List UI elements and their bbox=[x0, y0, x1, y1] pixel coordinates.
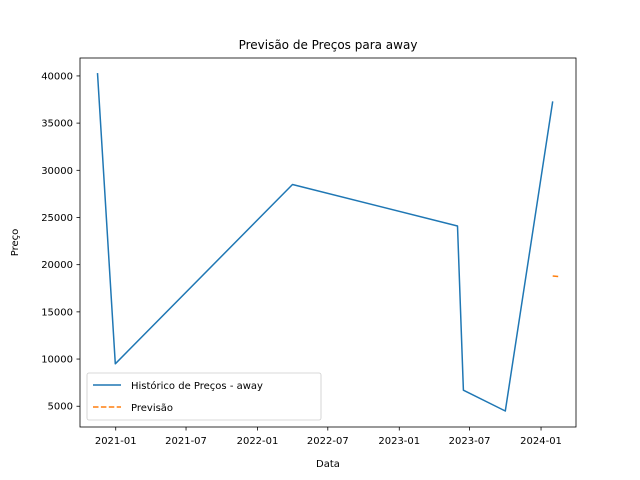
legend-label-previsao: Previsão bbox=[131, 403, 173, 414]
plot-lines bbox=[96, 73, 559, 412]
x-tick-label: 2022-07 bbox=[307, 436, 349, 447]
y-tick-label: 30000 bbox=[41, 166, 73, 177]
y-tick-label: 40000 bbox=[41, 71, 73, 82]
y-tick-label: 20000 bbox=[41, 260, 73, 271]
y-tick-label: 25000 bbox=[41, 213, 73, 224]
legend-box bbox=[86, 372, 322, 421]
y-tick-label: 5000 bbox=[48, 402, 73, 413]
x-tick-label: 2023-07 bbox=[449, 436, 491, 447]
series-line-0 bbox=[96, 73, 554, 412]
x-axis-title: Data bbox=[316, 459, 340, 470]
x-axis: 2021-01 2021-07 2022-01 2022-07 2023-01 2023-… bbox=[95, 427, 562, 447]
legend: Histórico de Preços - away Previsão bbox=[86, 372, 322, 421]
y-axis-title: Preço bbox=[10, 229, 21, 257]
y-tick-label: 15000 bbox=[41, 307, 73, 318]
y-tick-label: 35000 bbox=[41, 119, 73, 130]
x-tick-label: 2021-07 bbox=[165, 436, 207, 447]
plot-area bbox=[80, 58, 576, 427]
chart-title: Previsão de Preços para away bbox=[239, 38, 418, 52]
x-tick-label: 2024-01 bbox=[520, 436, 562, 447]
x-tick-label: 2021-01 bbox=[95, 436, 137, 447]
legend-label-historico: Histórico de Preços - away bbox=[131, 380, 263, 392]
x-tick-label: 2023-01 bbox=[378, 436, 420, 447]
series-line-1 bbox=[552, 275, 559, 278]
y-axis: 5000 10000 15000 20000 25000 30000 35000 40000 bbox=[41, 71, 80, 413]
y-tick-label: 10000 bbox=[41, 355, 73, 366]
x-tick-label: 2022-01 bbox=[237, 436, 279, 447]
